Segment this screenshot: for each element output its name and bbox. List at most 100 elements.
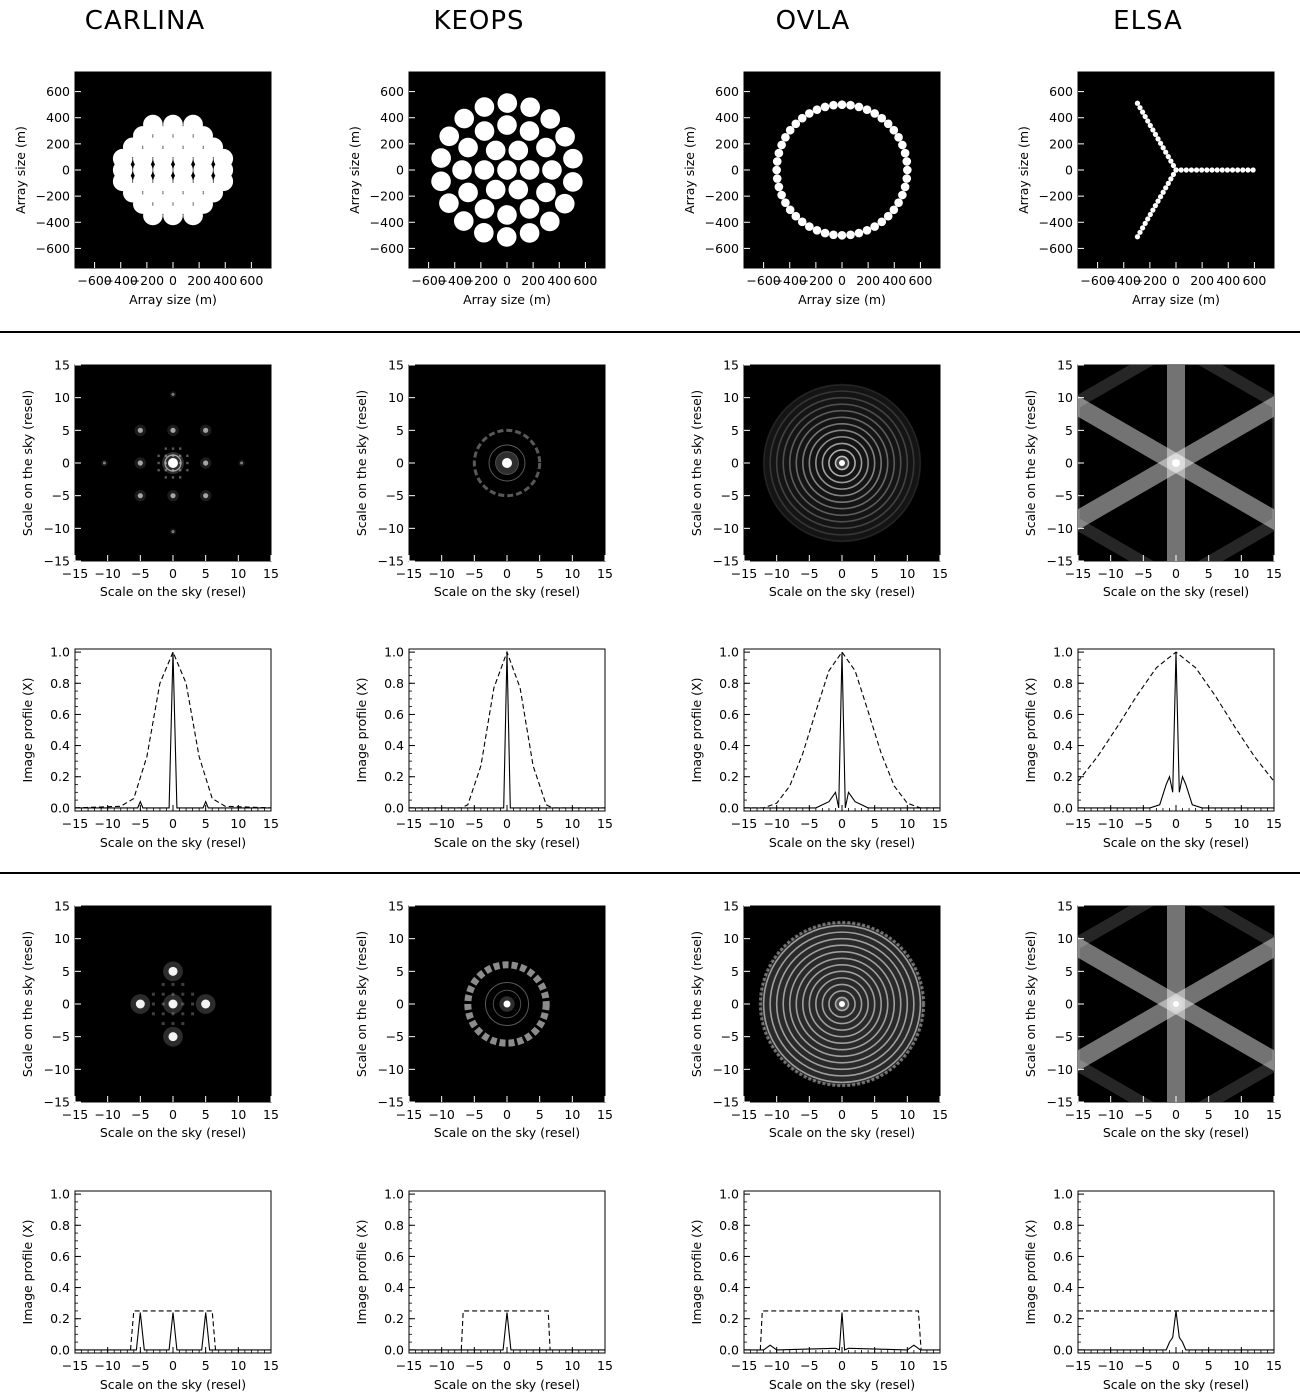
array-panel-ytick-label: 400 xyxy=(715,110,739,125)
array-panel-ovla: −600−400−200 0 200 400 6006004002000−200−400… xyxy=(682,71,941,307)
array-panel-xtick-label: 0 xyxy=(1172,273,1180,288)
aperture xyxy=(883,211,893,221)
image-panel-ytick-label: −10 xyxy=(713,521,739,536)
satellite-peak xyxy=(203,460,209,466)
array-panel-xtick-label: −400 xyxy=(438,273,472,288)
aperture xyxy=(777,140,786,150)
image-panel-ytick-label: 0 xyxy=(62,456,70,471)
sky-y-axis-label: Scale on the sky (resel) xyxy=(689,390,704,536)
image-panel-xtick-label: −10 xyxy=(428,566,454,581)
image-panel-ytick-label: 10 xyxy=(1057,931,1073,946)
aperture xyxy=(1145,118,1151,124)
series-line-solid xyxy=(1078,652,1274,809)
profile-panel-ytick-label: 0.8 xyxy=(384,1218,404,1233)
aperture xyxy=(474,121,495,141)
profile-panel-xtick-label: 5 xyxy=(202,1358,210,1373)
fringe-ring xyxy=(795,416,889,510)
aperture xyxy=(894,133,903,142)
aperture xyxy=(1142,220,1148,227)
profile-panel-xtick-label: −15 xyxy=(396,1358,422,1373)
profile-panel-xtick-label: −5 xyxy=(465,816,483,831)
image-panel-ytick-label: 5 xyxy=(1065,423,1073,438)
array-panel-ytick-label: 0 xyxy=(62,163,70,178)
outer-ring xyxy=(758,920,926,1088)
spoke xyxy=(1078,996,1181,1071)
aperture xyxy=(1163,185,1169,191)
speckle xyxy=(178,447,182,450)
spoke xyxy=(1171,937,1274,1012)
aperture xyxy=(453,211,474,231)
profile-panel-xtick-label: 15 xyxy=(263,816,279,831)
image-panel-xtick-label: 10 xyxy=(899,1107,915,1122)
array-x-axis-label: Array size (m) xyxy=(1132,292,1220,307)
aperture xyxy=(1134,234,1141,240)
image-panel-ytick-label: −10 xyxy=(44,1062,70,1077)
sky-y-axis-label: Scale on the sky (resel) xyxy=(354,931,369,1077)
fringe-ring xyxy=(808,970,876,1038)
aperture xyxy=(497,160,517,180)
array-panel-ytick-label: 0 xyxy=(1065,163,1073,178)
profile-panel-ytick-label: 0.6 xyxy=(384,1249,404,1264)
inner-ring xyxy=(495,451,519,475)
fringe-ring xyxy=(828,449,856,477)
aperture xyxy=(458,182,478,203)
profile-y-axis-label: Image profile (X) xyxy=(20,678,35,783)
aperture xyxy=(454,108,475,129)
profile-panel-ytick-label: 0.0 xyxy=(384,800,404,815)
image-panel-xtick-label: −5 xyxy=(465,566,483,581)
speckle xyxy=(178,468,182,472)
aperture xyxy=(900,182,910,192)
image-panel-ytick-label: 5 xyxy=(731,423,739,438)
profile-panel-xtick-label: 0 xyxy=(503,816,511,831)
profile-panel-ytick-label: 0.0 xyxy=(50,1342,70,1357)
profile-panel-ovla: −15 −10 −5 0 5 10 15 1.0 0.8 0.6 0.4 0.2 0.0 Scale on… xyxy=(689,1187,948,1392)
central-peak xyxy=(168,458,178,468)
sky-x-axis-label: Scale on the sky (resel) xyxy=(1103,1125,1249,1140)
aperture xyxy=(1240,167,1246,173)
profile-panel-ytick-label: 0.0 xyxy=(719,800,739,815)
speckle xyxy=(161,1022,165,1026)
profile-panel-elsa: −15 −10 −5 0 5 10 15 1.0 0.8 0.6 0.4 0.2 0.0 Scale on… xyxy=(1023,645,1282,850)
profile-y-axis-label: Image profile (X) xyxy=(1023,1220,1038,1325)
aperture xyxy=(797,113,807,123)
aperture xyxy=(1134,100,1141,106)
aperture xyxy=(1142,113,1148,120)
speckle xyxy=(181,1002,185,1006)
image-panel-xtick-label: 5 xyxy=(1205,566,1213,581)
aperture xyxy=(519,199,540,219)
aperture xyxy=(497,115,517,135)
profile-panel-xtick-label: −10 xyxy=(1097,1358,1123,1373)
array-panel-xtick-label: 600 xyxy=(239,273,263,288)
profile-panel-ytick-label: 1.0 xyxy=(50,645,70,660)
profile-panel-xtick-label: −10 xyxy=(428,1358,454,1373)
aperture xyxy=(889,205,899,215)
satellite-peak xyxy=(171,530,175,534)
profile-panel-xtick-label: −15 xyxy=(62,1358,88,1373)
array-panel-ytick-label: −400 xyxy=(36,215,70,230)
aperture xyxy=(812,105,822,114)
profile-panel-ytick-label: 0.6 xyxy=(50,707,70,722)
fringe-ring xyxy=(769,931,915,1077)
profile-panel-ytick-label: 0.0 xyxy=(384,1342,404,1357)
image-panel-xtick-label: −10 xyxy=(94,566,120,581)
image-panel-elsa: −15 −10 −5 0 5 10 15 15 10 5 0 −5 −10 −15 Scale on the… xyxy=(1023,899,1282,1141)
fringe-ring xyxy=(762,924,922,1084)
sky-x-axis-label: Scale on the sky (resel) xyxy=(434,1125,580,1140)
central-peak xyxy=(502,458,512,468)
speckle xyxy=(181,1012,185,1016)
aperture xyxy=(785,205,795,215)
speckle xyxy=(161,1012,165,1016)
speckle xyxy=(171,447,175,450)
satellite-peak-halo xyxy=(101,459,108,467)
image-panel-ovla: −15 −10 −5 0 5 10 15 15 10 5 0 −5 −10 −15 Scale on the… xyxy=(689,358,948,600)
central-peak xyxy=(839,1001,845,1007)
fringe-ring xyxy=(788,409,896,517)
satellite-peak-halo xyxy=(169,528,177,535)
image-panel-ytick-label: −15 xyxy=(44,554,70,569)
image-panel-ytick-label: 10 xyxy=(1057,390,1073,405)
image-panel-carlina: −15 −10 −5 0 5 10 15 15 10 5 0 −5 −10 −15 Scale on the… xyxy=(20,358,279,600)
satellite-peak-halo xyxy=(169,391,177,398)
aperture xyxy=(439,193,459,213)
profile-panel-carlina: −15 −10 −5 0 5 10 15 1.0 0.8 0.6 0.4 0.2 0.0 Scale on… xyxy=(20,1187,279,1392)
fringe-ring xyxy=(782,403,902,523)
